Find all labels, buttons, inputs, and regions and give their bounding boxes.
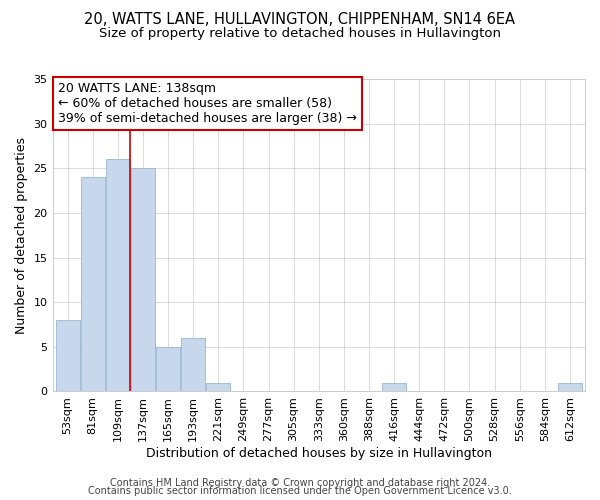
Text: 20, WATTS LANE, HULLAVINGTON, CHIPPENHAM, SN14 6EA: 20, WATTS LANE, HULLAVINGTON, CHIPPENHAM…: [85, 12, 515, 28]
Text: 20 WATTS LANE: 138sqm
← 60% of detached houses are smaller (58)
39% of semi-deta: 20 WATTS LANE: 138sqm ← 60% of detached …: [58, 82, 357, 125]
X-axis label: Distribution of detached houses by size in Hullavington: Distribution of detached houses by size …: [146, 447, 492, 460]
Bar: [106, 160, 130, 392]
Bar: [181, 338, 205, 392]
Text: Size of property relative to detached houses in Hullavington: Size of property relative to detached ho…: [99, 28, 501, 40]
Y-axis label: Number of detached properties: Number of detached properties: [15, 136, 28, 334]
Text: Contains HM Land Registry data © Crown copyright and database right 2024.: Contains HM Land Registry data © Crown c…: [110, 478, 490, 488]
Text: Contains public sector information licensed under the Open Government Licence v3: Contains public sector information licen…: [88, 486, 512, 496]
Bar: [206, 382, 230, 392]
Bar: [382, 382, 406, 392]
Bar: [81, 177, 104, 392]
Bar: [56, 320, 80, 392]
Bar: [156, 347, 180, 392]
Bar: [558, 382, 582, 392]
Bar: [131, 168, 155, 392]
